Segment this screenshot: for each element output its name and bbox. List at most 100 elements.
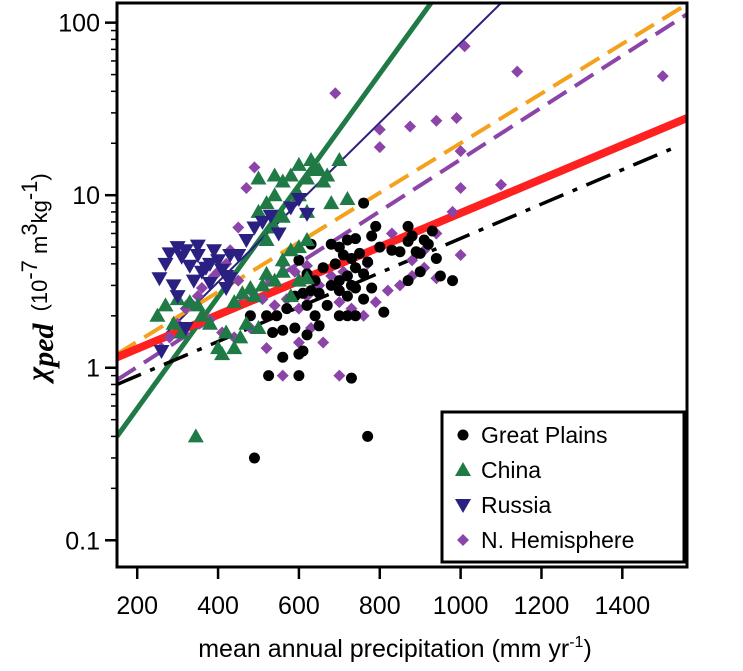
data-point xyxy=(370,220,382,232)
data-point xyxy=(292,336,305,349)
data-point xyxy=(430,252,442,264)
data-points xyxy=(149,40,669,464)
data-point xyxy=(385,227,398,240)
data-point xyxy=(341,310,353,322)
data-point xyxy=(329,258,341,270)
data-point xyxy=(341,290,353,302)
data-point xyxy=(222,272,239,287)
data-point xyxy=(301,259,313,272)
data-point xyxy=(394,246,406,258)
data-point xyxy=(414,247,426,259)
data-point xyxy=(289,322,301,334)
data-point xyxy=(317,336,330,349)
data-point xyxy=(271,310,283,322)
data-point xyxy=(454,182,467,195)
data-point xyxy=(402,220,414,232)
data-point xyxy=(246,221,263,236)
data-point xyxy=(266,167,283,182)
x-tick-label: 800 xyxy=(359,592,401,620)
x-tick-label: 1400 xyxy=(595,592,651,620)
data-point xyxy=(299,207,315,222)
data-point xyxy=(201,257,218,272)
series-great-plains xyxy=(244,197,459,464)
x-tick-label: 400 xyxy=(197,592,239,620)
data-point xyxy=(406,254,419,267)
svg-text:χped(10-7 m3kg-1): χped(10-7 m3kg-1) xyxy=(17,173,60,384)
data-point xyxy=(333,285,345,297)
data-point xyxy=(254,215,271,230)
data-point xyxy=(238,315,255,330)
data-point xyxy=(333,275,345,287)
data-point xyxy=(325,279,337,291)
x-axis: 200 400 600 800 1000 1200 1400 xyxy=(116,567,650,620)
data-point xyxy=(333,369,346,382)
data-point xyxy=(250,170,267,185)
data-point xyxy=(153,345,170,360)
data-point xyxy=(345,252,357,264)
data-point xyxy=(656,70,669,83)
data-point xyxy=(333,296,346,309)
data-point xyxy=(341,234,353,246)
data-point xyxy=(250,319,267,334)
data-point xyxy=(381,284,394,297)
legend: Great Plains China Russia N. Hemisphere xyxy=(440,410,686,564)
data-point xyxy=(301,299,313,311)
data-point xyxy=(185,274,202,289)
data-point xyxy=(206,244,223,259)
data-point xyxy=(177,321,194,336)
data-point xyxy=(362,256,374,268)
data-point xyxy=(350,310,362,322)
y-tick-label: 1 xyxy=(86,355,100,383)
data-point xyxy=(290,239,307,254)
data-point xyxy=(266,187,283,202)
data-point xyxy=(250,203,267,218)
data-point xyxy=(350,233,362,245)
data-point xyxy=(258,195,275,210)
data-point xyxy=(313,320,325,332)
data-point xyxy=(232,329,249,344)
data-point xyxy=(274,208,291,223)
series-russia xyxy=(151,193,315,360)
data-point xyxy=(301,329,313,341)
data-point xyxy=(266,272,283,287)
legend-label: China xyxy=(481,457,541,483)
legend-marker xyxy=(455,499,471,513)
legend-entry: China xyxy=(455,457,541,483)
data-point xyxy=(373,123,386,136)
data-point xyxy=(248,161,261,174)
data-point xyxy=(276,369,289,382)
data-point xyxy=(446,205,459,218)
data-point xyxy=(258,265,275,280)
data-point xyxy=(450,112,463,125)
legend-box xyxy=(440,410,686,564)
y-tick-label: 10 xyxy=(72,182,100,210)
data-point xyxy=(254,277,271,292)
data-point xyxy=(201,315,218,330)
data-point xyxy=(369,296,382,309)
data-point xyxy=(495,178,508,191)
data-point xyxy=(165,315,182,330)
data-point xyxy=(248,452,260,464)
fit-line-0 xyxy=(117,3,435,438)
x-axis-title: mean annual precipitation (mm yr-1) xyxy=(198,634,592,663)
data-point xyxy=(232,221,245,234)
data-point xyxy=(260,342,273,355)
data-point xyxy=(358,197,370,209)
data-point xyxy=(234,285,251,300)
data-point xyxy=(193,307,210,322)
data-point xyxy=(232,274,245,287)
data-point xyxy=(274,252,291,267)
x-tick-label: 1000 xyxy=(433,592,489,620)
fit-lines xyxy=(117,3,687,438)
fit-line-2 xyxy=(117,3,687,356)
x-tick-label: 600 xyxy=(278,592,320,620)
data-point xyxy=(511,65,524,78)
data-point xyxy=(191,290,204,303)
data-point xyxy=(282,167,299,182)
data-point xyxy=(406,230,418,242)
data-point xyxy=(345,279,357,291)
data-point xyxy=(169,290,186,305)
data-point xyxy=(299,231,315,246)
data-point xyxy=(290,193,307,208)
data-point xyxy=(323,195,340,210)
